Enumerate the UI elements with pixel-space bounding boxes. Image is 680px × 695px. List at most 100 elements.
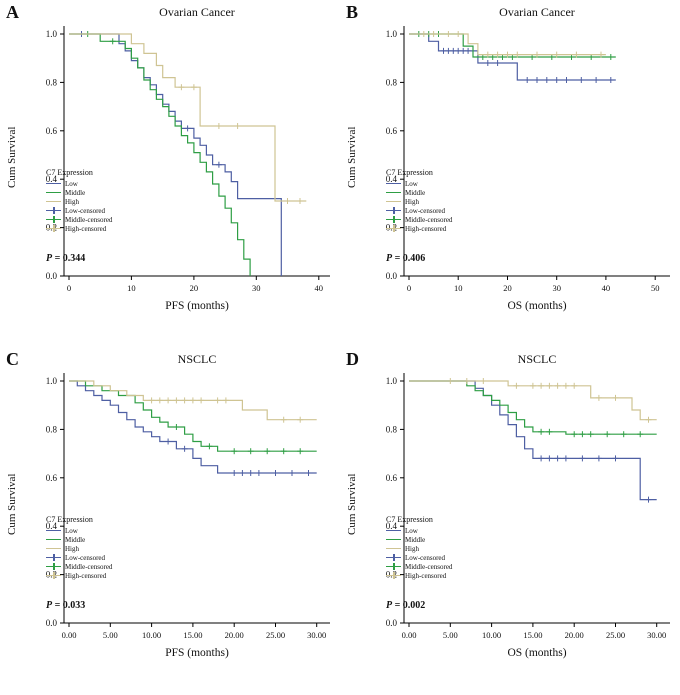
censored-marker-sample	[46, 206, 61, 215]
legend-item-low-censored: Low-censored	[386, 206, 452, 215]
svg-text:5.00: 5.00	[443, 630, 458, 640]
km-plot: 0.0 0.2 0.4 0.6 0.8 1.0 0.00 5.00 10.00 15.00 20.0…	[386, 373, 670, 640]
svg-text:0.8: 0.8	[386, 77, 398, 87]
legend-item-label: Low-censored	[65, 553, 106, 562]
svg-text:0.0: 0.0	[46, 271, 58, 281]
legend-item-label: High-censored	[65, 571, 107, 580]
svg-text:50: 50	[651, 283, 660, 293]
censored-marker-sample	[386, 206, 401, 215]
p-number: = 0.033	[52, 600, 86, 611]
svg-text:40: 40	[602, 283, 611, 293]
svg-text:1.0: 1.0	[46, 376, 58, 386]
svg-text:0.2: 0.2	[46, 570, 57, 580]
line-sample	[386, 538, 401, 541]
p-number: = 0.002	[392, 600, 426, 611]
p-value: P = 0.002	[386, 600, 425, 611]
svg-text:15.00: 15.00	[183, 630, 202, 640]
line-sample	[386, 191, 401, 194]
svg-text:20: 20	[190, 283, 199, 293]
legend-item-label: Middle-censored	[405, 562, 453, 571]
svg-text:0.6: 0.6	[386, 126, 398, 136]
plus-icon	[53, 553, 55, 562]
legend: C7 Expression Low Middle High Low-censored M…	[46, 515, 112, 580]
legend-item-label: Middle	[65, 535, 86, 544]
p-symbol: P	[46, 253, 53, 264]
svg-text:0.8: 0.8	[46, 424, 58, 434]
plus-icon	[393, 206, 395, 215]
svg-text:10: 10	[454, 283, 463, 293]
svg-text:20.00: 20.00	[225, 630, 244, 640]
legend-item-low: Low	[46, 179, 112, 188]
p-value: P = 0.344	[46, 253, 85, 264]
svg-text:0.00: 0.00	[62, 630, 77, 640]
censored-marker-sample	[386, 562, 401, 571]
line-sample	[46, 529, 61, 532]
legend-item-low: Low	[46, 526, 112, 535]
legend-item-middle: Middle	[46, 535, 112, 544]
svg-text:20: 20	[503, 283, 512, 293]
line-sample	[46, 200, 61, 203]
panel-d: D NSCLC Cum Survival 0.00.20.40.60.81.00…	[340, 347, 680, 695]
legend-item-label: Low	[65, 526, 78, 535]
plus-icon	[393, 553, 395, 562]
legend-item-label: Middle-censored	[405, 215, 453, 224]
line-sample	[386, 529, 401, 532]
svg-text:0.2: 0.2	[386, 223, 397, 233]
svg-text:20.00: 20.00	[565, 630, 584, 640]
plus-icon	[53, 571, 55, 580]
plus-icon	[393, 562, 395, 571]
svg-text:0.00: 0.00	[402, 630, 417, 640]
legend-item-low-censored: Low-censored	[46, 553, 112, 562]
legend-item-high: High	[46, 197, 112, 206]
legend-item-high-censored: High-censored	[386, 571, 452, 580]
legend-item-high-censored: High-censored	[386, 224, 452, 233]
p-symbol: P	[386, 253, 393, 264]
legend-item-label: Middle	[65, 188, 86, 197]
svg-text:10.00: 10.00	[142, 630, 161, 640]
x-axis-label: PFS (months)	[165, 300, 229, 312]
svg-text:0.4: 0.4	[386, 521, 398, 531]
legend-item-middle-censored: Middle-censored	[386, 215, 452, 224]
legend-item-label: Low-censored	[65, 206, 106, 215]
legend-item-middle-censored: Middle-censored	[46, 215, 112, 224]
x-axis-label: OS (months)	[507, 300, 567, 312]
legend-item-high: High	[386, 197, 452, 206]
legend-item-label: Low-censored	[405, 553, 446, 562]
legend-title: C7 Expression	[386, 168, 433, 177]
legend-item-label: Middle	[405, 535, 426, 544]
km-plot: 0.0 0.2 0.4 0.6 0.8 1.0 0.00 5.00 10.00 15.00 20.0…	[46, 373, 330, 640]
legend-title: C7 Expression	[386, 515, 433, 524]
x-axis-label: OS (months)	[507, 647, 567, 659]
legend-items: Low Middle High Low-censored Middle-censored…	[46, 526, 112, 580]
svg-text:0.2: 0.2	[386, 570, 397, 580]
km-plot: 0.0 0.2 0.4 0.6 0.8 1.0 0 10 20 30 40 50	[386, 26, 670, 293]
svg-text:0.4: 0.4	[46, 521, 58, 531]
legend: C7 Expression Low Middle High Low-censored M…	[386, 515, 452, 580]
svg-text:0.8: 0.8	[46, 77, 58, 87]
svg-text:5.00: 5.00	[103, 630, 118, 640]
legend: C7 Expression Low Middle High Low-censored M…	[386, 168, 452, 233]
censored-marker-sample	[46, 553, 61, 562]
plus-icon	[53, 224, 55, 233]
chart-title: NSCLC	[517, 352, 557, 366]
svg-text:1.0: 1.0	[386, 376, 398, 386]
legend-item-low: Low	[386, 179, 452, 188]
svg-text:1.0: 1.0	[46, 29, 58, 39]
legend-item-label: Middle	[405, 188, 426, 197]
svg-text:0.0: 0.0	[386, 271, 398, 281]
svg-text:1.0: 1.0	[386, 29, 398, 39]
legend-item-label: Middle-censored	[65, 562, 113, 571]
censored-marker-sample	[386, 553, 401, 562]
p-number: = 0.344	[52, 253, 86, 264]
svg-text:0.6: 0.6	[46, 126, 58, 136]
legend-item-label: High	[405, 544, 419, 553]
svg-text:30.00: 30.00	[307, 630, 326, 640]
p-symbol: P	[46, 600, 53, 611]
legend-item-middle-censored: Middle-censored	[386, 562, 452, 571]
chart-title: Ovarian Cancer	[499, 5, 575, 19]
line-sample	[46, 182, 61, 185]
legend-item-label: High	[405, 197, 419, 206]
svg-text:15.00: 15.00	[523, 630, 542, 640]
legend-item-label: High-censored	[65, 224, 107, 233]
